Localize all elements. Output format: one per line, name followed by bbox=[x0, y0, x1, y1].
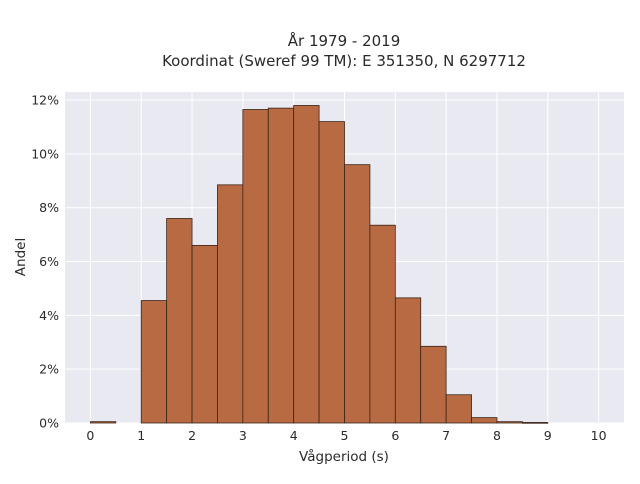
histogram-bar bbox=[90, 421, 117, 424]
y-axis-label: Andel bbox=[13, 238, 29, 276]
x-tick-label: 8 bbox=[493, 428, 501, 443]
x-tick-label: 10 bbox=[591, 428, 607, 443]
histogram-bar bbox=[445, 394, 472, 424]
x-tick-label: 6 bbox=[391, 428, 399, 443]
x-tick-label: 5 bbox=[341, 428, 349, 443]
histogram-bar bbox=[166, 218, 193, 424]
x-axis-label: Vågperiod (s) bbox=[299, 448, 389, 465]
y-tick-label: 6% bbox=[39, 254, 59, 269]
y-tick-label: 8% bbox=[39, 200, 59, 215]
y-tick-label: 0% bbox=[39, 416, 59, 431]
histogram-bar bbox=[471, 417, 498, 424]
y-tick-label: 12% bbox=[31, 93, 59, 108]
histogram-bar bbox=[369, 224, 396, 424]
x-tick-label: 4 bbox=[290, 428, 298, 443]
histogram-bars bbox=[90, 105, 549, 424]
histogram-bar bbox=[267, 107, 295, 424]
histogram-bar bbox=[140, 300, 168, 424]
x-tick-label: 9 bbox=[544, 428, 552, 443]
y-tick-label: 10% bbox=[31, 146, 59, 161]
histogram-bar bbox=[293, 105, 320, 424]
histogram-bar bbox=[394, 297, 422, 424]
histogram-bar bbox=[242, 109, 269, 424]
chart-title-line-2: Koordinat (Sweref 99 TM): E 351350, N 62… bbox=[162, 52, 526, 70]
histogram-bar bbox=[344, 164, 371, 424]
y-tick-label: 2% bbox=[39, 362, 59, 377]
chart-title-line-1: År 1979 - 2019 bbox=[288, 31, 401, 50]
x-tick-label: 3 bbox=[239, 428, 247, 443]
histogram-bar bbox=[420, 345, 447, 424]
y-axis-ticks: 0% 2% 4% 6% 8% 10% 12% bbox=[31, 93, 59, 431]
histogram-bar bbox=[191, 244, 218, 424]
histogram-bar bbox=[521, 422, 549, 424]
x-tick-label: 0 bbox=[86, 428, 94, 443]
x-tick-label: 1 bbox=[137, 428, 145, 443]
x-axis-ticks: 0 1 2 3 4 5 6 7 8 9 10 bbox=[86, 428, 606, 443]
histogram-bar bbox=[318, 121, 345, 424]
x-tick-label: 2 bbox=[188, 428, 196, 443]
histogram-bar bbox=[217, 184, 244, 424]
y-tick-label: 4% bbox=[39, 308, 59, 323]
histogram-bar bbox=[496, 421, 523, 424]
x-tick-label: 7 bbox=[442, 428, 450, 443]
